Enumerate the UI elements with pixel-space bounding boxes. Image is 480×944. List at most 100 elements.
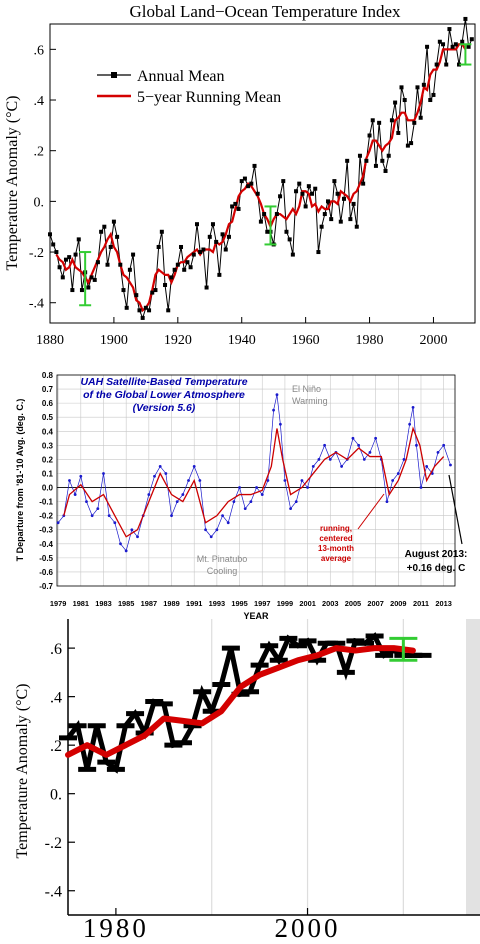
annual-mean-point: [73, 252, 78, 257]
annual-mean-point: [463, 16, 468, 21]
annual-mean-point: [434, 62, 439, 67]
chart-title: Global Land−Ocean Temperature Index: [130, 2, 401, 21]
x-tick-label: 1960: [292, 333, 320, 348]
annual-mean-point: [287, 237, 292, 242]
monthly-point: [323, 443, 327, 447]
annotation-august-2013: August 2013: +0.16 deg. C: [405, 474, 467, 574]
monthly-point: [249, 500, 253, 503]
x-tick-label: 1999: [277, 599, 293, 608]
x-tick-label: 1987: [141, 599, 157, 608]
x-tick-label: 2005: [345, 599, 361, 608]
chart-title-line-1: UAH Satellite-Based Temperature: [80, 376, 247, 388]
monthly-point: [385, 500, 389, 503]
annotation-running-line-2: centered: [319, 534, 352, 543]
y-tick-label: 0.: [34, 195, 45, 210]
annual-mean-point: [92, 277, 97, 282]
annual-mean-point: [441, 42, 446, 47]
annual-mean-point: [140, 315, 145, 320]
annual-mean-point: [335, 191, 340, 196]
y-tick-label: 0.0: [42, 484, 54, 493]
annual-mean-point: [412, 120, 417, 125]
x-tick-label: 2009: [390, 599, 406, 608]
monthly-point: [204, 528, 207, 532]
annual-mean-point: [137, 308, 142, 313]
annotation-pinatubo: Mt. Pinatubo Cooling: [197, 554, 248, 576]
annual-mean-point: [258, 219, 263, 224]
annual-mean-point: [386, 153, 391, 158]
annual-mean-point: [389, 118, 394, 123]
monthly-point: [158, 465, 162, 468]
monthly-point: [294, 500, 298, 503]
annual-mean-point: [364, 158, 369, 163]
annual-mean-point: [118, 262, 123, 267]
annual-mean-point: [361, 181, 366, 186]
y-tick-label: 0.4: [42, 427, 54, 436]
annual-mean-point: [367, 133, 372, 138]
annual-mean-point: [191, 252, 196, 257]
y-tick-label: -0.3: [39, 526, 53, 535]
x-tick-label: 2011: [413, 599, 429, 608]
annual-mean-point: [169, 275, 174, 280]
annual-mean-point: [338, 219, 343, 224]
y-tick-label: -0.5: [39, 554, 53, 563]
annotation-pinatubo-line-2: Cooling: [207, 566, 238, 576]
annual-mean-point: [399, 85, 404, 90]
annual-mean-point: [57, 265, 62, 270]
annual-mean-point: [345, 158, 350, 163]
annual-mean-point: [115, 234, 120, 239]
y-tick-label: 0.6: [42, 399, 54, 408]
monthly-point: [192, 465, 196, 468]
monthly-point: [79, 474, 83, 478]
annual-mean-point: [437, 39, 442, 44]
monthly-point: [396, 472, 400, 475]
monthly-point: [311, 465, 315, 468]
annual-mean-point: [236, 206, 241, 211]
monthly-point: [119, 542, 122, 546]
annual-mean-point: [281, 179, 286, 184]
monthly-point: [442, 443, 446, 447]
y-tick-label: .6: [34, 43, 45, 58]
annual-mean-point: [316, 250, 321, 255]
annual-mean-point: [469, 37, 474, 42]
annual-mean-point: [428, 98, 433, 103]
annual-mean-point: [370, 118, 375, 123]
annual-mean-point: [89, 275, 94, 280]
legend-annual-marker: [111, 72, 117, 78]
monthly-point: [419, 486, 423, 489]
monthly-point: [96, 507, 100, 511]
annual-mean-point: [67, 255, 72, 260]
panel-zoomed-chart: Temperature Anomaly (°C) .6 .4 .2 0. -.2 -.4 1…: [0, 619, 480, 943]
x-axis-label: YEAR: [243, 611, 269, 619]
x-tick-label: 1997: [254, 599, 270, 608]
y-tick-label: .4: [50, 690, 62, 707]
annual-mean-point: [210, 222, 215, 227]
x-tick-label: 1880: [36, 333, 64, 348]
annual-mean-point: [431, 92, 436, 97]
y-tick-label: 0.1: [42, 469, 54, 478]
annotation-running-arrow: [357, 493, 385, 530]
monthly-point: [408, 422, 412, 426]
annual-mean-point: [124, 305, 129, 310]
annual-mean-point: [214, 239, 219, 244]
monthly-point: [102, 472, 105, 475]
x-tick-label: 1920: [164, 333, 192, 348]
monthly-point: [275, 393, 279, 397]
monthly-point: [368, 450, 372, 454]
monthly-point: [209, 535, 213, 539]
zoomed-chart: Temperature Anomaly (°C) .6 .4 .2 0. -.2 -.4 1…: [14, 619, 480, 943]
annual-mean-point: [332, 179, 337, 184]
monthly-point: [221, 514, 224, 518]
annual-mean-line: [49, 18, 473, 320]
monthly-point: [260, 493, 264, 496]
right-edge-shade: [466, 619, 480, 915]
annual-mean-point: [79, 288, 84, 293]
y-tick-label: -.2: [45, 835, 62, 852]
annual-mean-point: [153, 288, 158, 293]
x-tick-label: 1940: [228, 333, 256, 348]
giss-chart: Global Land−Ocean Temperature Index Temp…: [4, 2, 476, 348]
monthly-point: [170, 514, 173, 518]
annual-mean-point: [63, 257, 68, 262]
monthly-point: [124, 549, 128, 553]
annotation-running-line-3: 13-month: [318, 544, 354, 553]
annotation-running-line-4: average: [321, 554, 352, 563]
